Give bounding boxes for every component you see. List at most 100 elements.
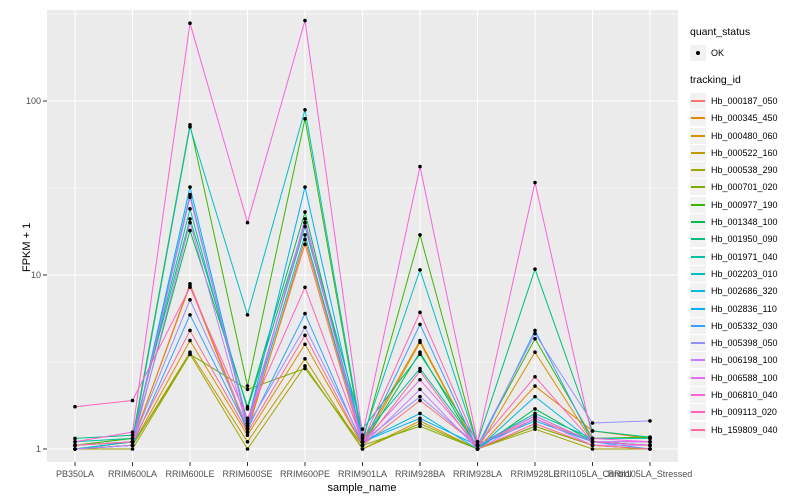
x-tick-label: RRIM901LA: [337, 469, 388, 479]
data-point: [590, 447, 595, 451]
data-point: [418, 416, 422, 421]
data-point: [533, 394, 537, 399]
legend-key-line-icon: [691, 359, 705, 362]
legend-key-box: [690, 214, 706, 231]
data-point: [360, 427, 365, 431]
legend-key-box: [690, 127, 706, 144]
x-tick-label: RRIM928LE: [510, 469, 560, 479]
data-point: [188, 298, 192, 302]
x-axis-title: sample_name: [327, 482, 397, 494]
data-point: [188, 125, 192, 129]
data-point: [533, 427, 537, 431]
legend-item: Hb_006810_040: [690, 386, 798, 403]
data-point: [303, 220, 307, 225]
legend-item-label: Hb_005398_050: [711, 338, 778, 349]
legend-key-box: [690, 248, 706, 265]
data-point: [303, 285, 307, 290]
legend-title-quant-status: quant_status: [690, 26, 751, 38]
legend-key-box: [690, 144, 706, 161]
data-point: [648, 419, 652, 423]
data-point: [533, 328, 537, 333]
legend-item-label: Hb_006810_040: [711, 389, 778, 400]
data-point: [303, 185, 307, 189]
y-tick-label: 1: [35, 444, 41, 454]
data-point: [303, 333, 307, 338]
legend-item-label: Hb_005332_030: [711, 320, 778, 331]
data-point: [590, 439, 595, 444]
legend-item-label: Hb_001971_040: [711, 251, 778, 262]
legend-key-box: [690, 179, 706, 196]
data-point: [188, 352, 192, 357]
data-point: [533, 374, 537, 379]
data-point: [245, 313, 250, 317]
data-point: [533, 267, 537, 271]
data-point: [73, 404, 77, 409]
legend-item-label: Hb_006198_100: [711, 355, 778, 366]
legend-key-line-icon: [691, 272, 705, 275]
legend-item-label: Hb_002836_110: [711, 303, 777, 314]
data-point: [188, 228, 192, 233]
data-point: [245, 421, 250, 426]
data-point: [245, 433, 250, 438]
legend-item-label: Hb_000345_450: [711, 113, 778, 124]
data-point: [188, 185, 192, 189]
legend-key-line-icon: [691, 99, 705, 102]
data-point: [303, 18, 307, 23]
legend-item: Hb_002203_010: [690, 265, 798, 282]
legend-item-label: Hb_002203_010: [711, 268, 778, 279]
data-point: [130, 443, 135, 448]
data-point: [418, 387, 422, 392]
legend-item: Hb_159809_040: [690, 421, 798, 438]
legend-item: Hb_009113_020: [690, 404, 798, 421]
legend-item: Hb_005398_050: [690, 334, 798, 352]
data-point: [188, 220, 192, 225]
data-point: [130, 447, 135, 451]
legend-item: Hb_005332_030: [690, 317, 798, 334]
data-point: [533, 331, 537, 336]
data-point: [533, 180, 537, 185]
data-point: [245, 419, 250, 423]
data-point: [533, 424, 537, 429]
legend-key-line-icon: [691, 221, 705, 224]
data-point: [303, 366, 307, 371]
data-point: [590, 421, 595, 425]
data-point: [303, 108, 307, 112]
x-tick-label: RRIM928BA: [394, 469, 446, 479]
legend-item-label: Hb_001348_100: [711, 217, 778, 228]
data-point: [245, 447, 250, 451]
data-point: [245, 384, 250, 388]
data-point: [475, 447, 480, 451]
legend-item-label: Hb_159809_040: [711, 424, 778, 435]
legend-key-box: [690, 162, 706, 179]
x-tick-label: RRII105LA_Control: [553, 469, 632, 479]
legend-key-box: [690, 110, 706, 127]
data-point: [245, 439, 250, 444]
data-point: [245, 220, 250, 225]
legend-item-label: Hb_000538_290: [711, 165, 778, 176]
data-point: [130, 398, 135, 403]
data-point: [303, 356, 307, 361]
data-point: [130, 430, 135, 434]
data-point: [188, 338, 192, 343]
data-point: [303, 224, 307, 229]
point-symbol-icon: [696, 50, 700, 55]
legend-key-line-icon: [691, 255, 705, 258]
legend-key-line-icon: [691, 428, 705, 431]
legend-key-box: [690, 369, 706, 386]
legend-item-label: Hb_000977_190: [711, 199, 778, 210]
data-point: [188, 195, 192, 199]
legend-key-line-icon: [691, 393, 705, 396]
x-tick-label: RRIM600LE: [165, 469, 215, 479]
legend-item: Hb_000538_290: [690, 161, 798, 179]
data-point: [590, 443, 595, 448]
data-point: [360, 436, 365, 441]
legend-key-box: [690, 283, 706, 300]
data-point: [303, 217, 307, 221]
y-tick-label: 100: [25, 96, 41, 106]
data-point: [303, 242, 307, 247]
x-tick-label: RRIM600PE: [279, 469, 331, 479]
data-point: [418, 424, 422, 429]
x-tick-label: RRIM600SE: [222, 469, 273, 479]
